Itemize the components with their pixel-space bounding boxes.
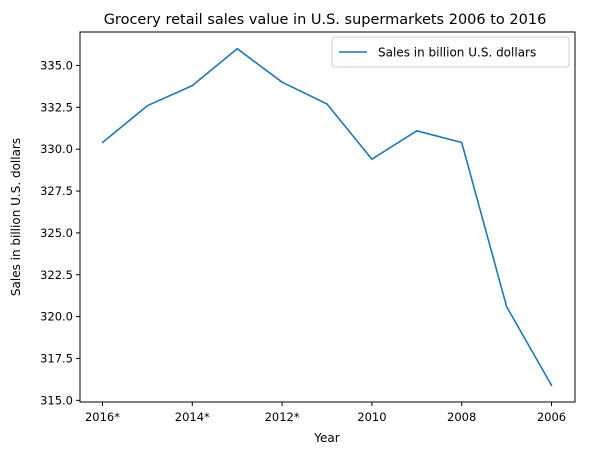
y-axis: 315.0 317.5 320.0 322.5 325.0 327.5 330.0 332.5… xyxy=(40,58,80,407)
x-tick-label: 2006 xyxy=(537,410,566,424)
x-axis-label: Year xyxy=(313,431,339,445)
legend: Sales in billion U.S. dollars xyxy=(331,36,570,68)
chart-title: Grocery retail sales value in U.S. super… xyxy=(104,12,547,28)
y-tick-label: 322.5 xyxy=(40,268,73,282)
y-tick-label: 320.0 xyxy=(40,310,73,324)
y-tick-label: 327.5 xyxy=(40,184,73,198)
x-axis: 2016* 2014* 2012* 2010 2008 2006 xyxy=(85,402,566,424)
y-tick-label: 332.5 xyxy=(40,100,73,114)
y-axis-label: Sales in billion U.S. dollars xyxy=(9,138,23,296)
legend-box xyxy=(331,36,570,68)
y-tick-label: 315.0 xyxy=(40,393,73,407)
y-tick-label: 330.0 xyxy=(40,142,73,156)
legend-label: Sales in billion U.S. dollars xyxy=(378,46,536,60)
x-tick-label: 2014* xyxy=(175,410,210,424)
series-layer xyxy=(101,47,553,387)
series-line xyxy=(101,47,553,387)
x-tick-label: 2016* xyxy=(85,410,120,424)
x-tick-label: 2008 xyxy=(447,410,476,424)
y-tick-label: 335.0 xyxy=(40,58,73,72)
y-tick-label: 325.0 xyxy=(40,226,73,240)
plot-area xyxy=(79,31,576,403)
x-tick-label: 2012* xyxy=(265,410,300,424)
y-tick-label: 317.5 xyxy=(40,351,73,365)
x-tick-label: 2010 xyxy=(357,410,386,424)
